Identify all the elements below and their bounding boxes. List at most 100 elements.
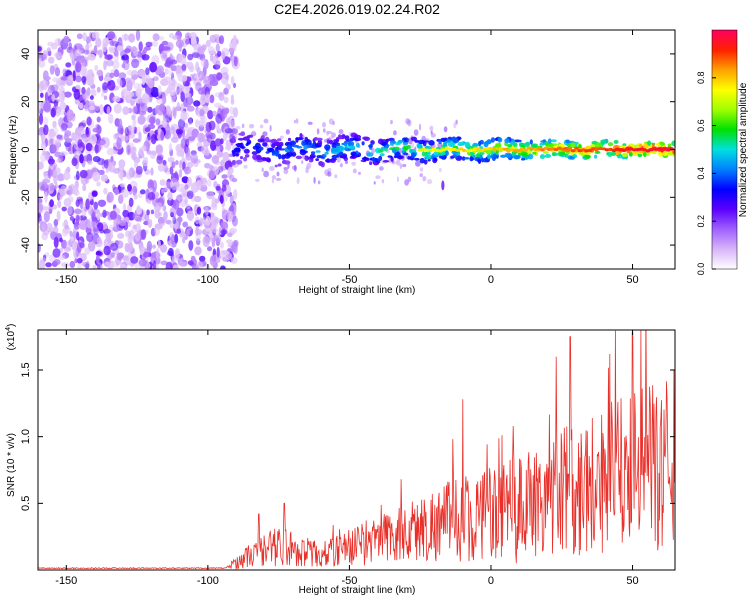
- band-dot: [657, 151, 663, 157]
- noise-dot: [212, 110, 217, 117]
- band-dot: [403, 145, 409, 152]
- noise-dot: [199, 109, 205, 117]
- scatter-dot: [263, 118, 269, 124]
- scatter-dot: [396, 159, 401, 166]
- noise-dot: [73, 140, 79, 150]
- noise-dot: [215, 43, 220, 52]
- noise-dot: [154, 209, 161, 219]
- noise-dot: [112, 95, 121, 103]
- noise-dot: [93, 105, 101, 112]
- noise-dot: [209, 94, 215, 104]
- noise-dot: [196, 261, 204, 269]
- band-dot: [486, 140, 491, 144]
- band-dot: [611, 151, 616, 156]
- noise-dot: [96, 210, 101, 221]
- scatter-dot: [371, 147, 375, 154]
- scatter-dot: [352, 168, 357, 174]
- band-dot: [527, 153, 534, 160]
- noise-dot: [220, 229, 228, 235]
- noise-dot: [232, 38, 237, 49]
- band-dot: [529, 139, 533, 145]
- noise-dot: [135, 165, 143, 175]
- band-dot: [271, 149, 275, 154]
- noise-dot: [104, 261, 111, 267]
- noise-dot: [121, 33, 130, 41]
- noise-dot: [117, 254, 123, 261]
- band-dot: [380, 139, 388, 144]
- noise-dot: [39, 221, 48, 233]
- bottom-x-label: Height of straight line (km): [299, 585, 416, 596]
- noise-dot: [155, 202, 163, 209]
- band-dot: [301, 140, 306, 147]
- noise-dot: [38, 113, 44, 125]
- noise-dot: [190, 36, 197, 45]
- noise-dot: [219, 194, 224, 204]
- noise-dot: [165, 261, 173, 269]
- scatter-dot: [322, 128, 326, 133]
- noise-dot: [217, 165, 224, 173]
- noise-dot: [147, 106, 153, 113]
- noise-dot: [152, 244, 156, 249]
- noise-dot: [185, 203, 191, 210]
- noise-dot: [219, 241, 224, 249]
- noise-dot: [130, 146, 137, 155]
- scatter-dot: [338, 129, 344, 135]
- chart-title: C2E4.2026.019.02.24.R02: [274, 1, 440, 17]
- scatter-dot: [443, 126, 448, 133]
- noise-dot: [207, 46, 215, 55]
- noise-dot: [153, 76, 159, 82]
- noise-dot: [206, 134, 213, 143]
- noise-dot: [77, 139, 83, 149]
- band-dot: [394, 141, 402, 146]
- noise-dot: [107, 79, 116, 91]
- band-dot: [315, 137, 323, 141]
- band-dot: [283, 160, 291, 165]
- noise-dot: [92, 211, 96, 218]
- noise-dot: [49, 138, 54, 145]
- band-dot: [662, 150, 669, 156]
- noise-dot: [56, 134, 62, 140]
- noise-dot: [112, 133, 118, 141]
- noise-dot: [176, 101, 180, 111]
- noise-dot: [132, 212, 138, 220]
- noise-dot: [137, 57, 142, 63]
- noise-dot: [178, 160, 183, 169]
- scatter-dot: [283, 168, 289, 175]
- noise-dot: [97, 199, 107, 207]
- noise-dot: [91, 216, 98, 222]
- noise-dot: [85, 36, 92, 43]
- scatter-dot: [396, 176, 399, 182]
- noise-dot: [170, 65, 177, 72]
- band-dot: [419, 157, 425, 164]
- band-dot: [547, 138, 552, 145]
- top-x-axis: -150 -100 -50 0 50: [55, 30, 639, 286]
- band-dot: [315, 158, 320, 162]
- noise-dot: [194, 229, 202, 235]
- noise-dot: [87, 205, 94, 216]
- x-tick-label: -100: [197, 274, 219, 286]
- noise-dot: [142, 156, 149, 167]
- noise-dot: [150, 86, 160, 98]
- noise-dot: [168, 142, 173, 152]
- noise-dot: [127, 91, 132, 101]
- band-dot: [299, 133, 303, 138]
- noise-dot: [96, 181, 101, 187]
- noise-dot: [219, 144, 224, 152]
- scatter-dot: [340, 163, 343, 168]
- noise-dot: [38, 161, 44, 170]
- noise-dot: [56, 77, 62, 89]
- band-dot: [565, 139, 570, 144]
- noise-dot: [85, 198, 90, 210]
- noise-dot: [136, 207, 143, 215]
- noise-dot: [72, 133, 79, 140]
- noise-dot: [106, 106, 111, 115]
- spectrogram-panel: -150 -100 -50 0 50 -40 -20 0 20 40 Height of str…: [8, 29, 749, 296]
- noise-dot: [38, 102, 42, 112]
- noise-dot: [215, 185, 221, 191]
- band-dot: [344, 135, 350, 142]
- noise-dot: [175, 250, 180, 257]
- noise-dot: [151, 150, 157, 156]
- noise-dot: [184, 139, 190, 148]
- noise-dot: [186, 96, 192, 108]
- noise-dot: [199, 217, 204, 227]
